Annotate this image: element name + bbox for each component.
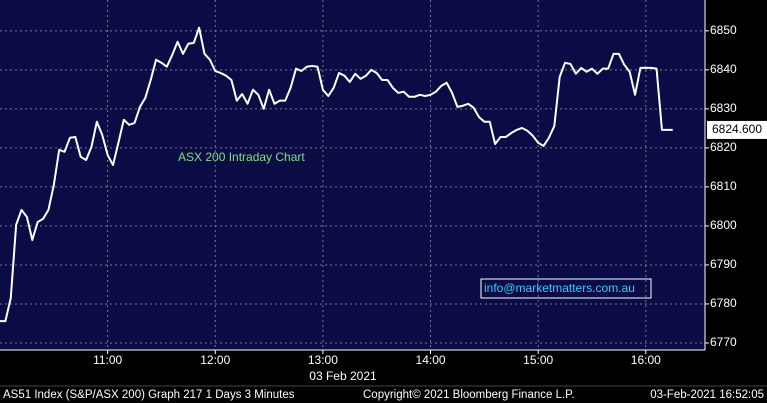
y-tick-label: 6850 <box>710 23 737 37</box>
x-tick-label: 14:00 <box>416 353 446 367</box>
y-tick-label: 6790 <box>710 257 737 271</box>
y-tick-label: 6810 <box>710 179 737 193</box>
last-value-box <box>707 120 767 139</box>
last-value-label: 6824.600 <box>712 122 762 136</box>
x-tick-label: 16:00 <box>631 353 661 367</box>
y-tick-label: 6830 <box>710 101 737 115</box>
date-label: 03 Feb 2021 <box>309 369 377 383</box>
y-tick-label: 6840 <box>710 62 737 76</box>
contact: info@marketmatters.com.au <box>484 281 635 295</box>
x-tick-label: 12:00 <box>200 353 230 367</box>
y-tick-label: 6770 <box>710 335 737 349</box>
x-tick-label: 13:00 <box>308 353 338 367</box>
footer-center: Copyright© 2021 Bloomberg Finance L.P. <box>363 389 575 401</box>
x-tick-label: 15:00 <box>523 353 553 367</box>
y-tick-label: 6780 <box>710 296 737 310</box>
plot-area <box>0 0 705 350</box>
x-tick-label: 11:00 <box>93 353 122 367</box>
price-line <box>0 26 673 323</box>
footer-left: AS51 Index (S&P/ASX 200) Graph 217 1 Day… <box>3 389 295 401</box>
contact-box <box>480 278 652 299</box>
y-tick-label: 6820 <box>710 140 737 154</box>
y-tick-label: 6800 <box>710 218 737 232</box>
footer-right: 03-Feb-2021 16:52:05 <box>650 389 764 401</box>
annotation: ASX 200 Intraday Chart <box>178 150 305 164</box>
